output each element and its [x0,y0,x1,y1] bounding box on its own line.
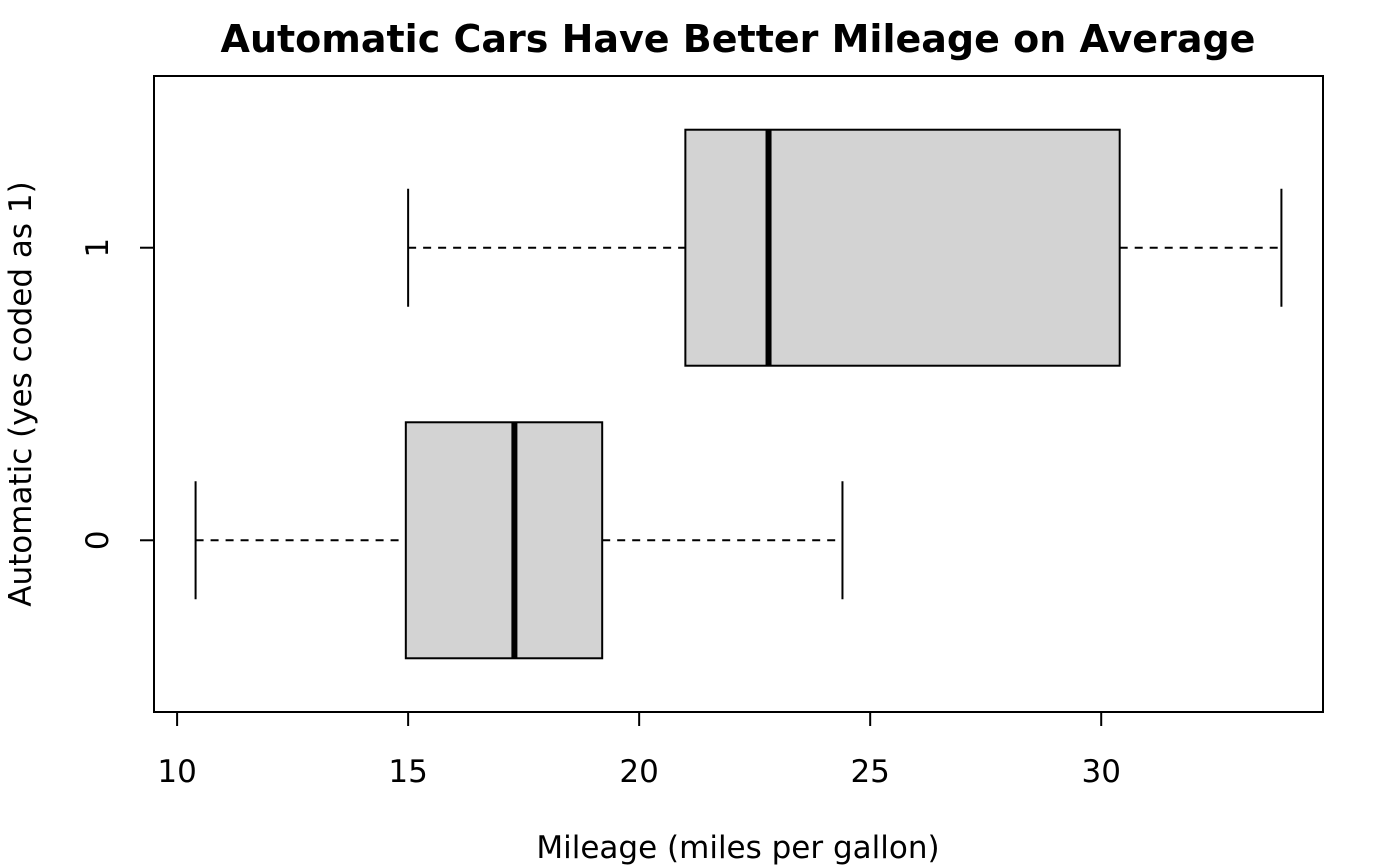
x-axis-label: Mileage (miles per gallon) [536,830,939,866]
iqr-box [684,128,1121,367]
x-tick-label: 15 [388,754,427,790]
x-axis: 10 15 20 25 30 [157,711,1121,790]
x-tick-label: 25 [850,754,889,790]
x-tick-label: 30 [1081,754,1120,790]
chart-title: Automatic Cars Have Better Mileage on Av… [221,17,1256,61]
iqr-box [404,421,604,660]
y-tick-label: 0 [80,530,116,550]
box-0 [194,421,844,660]
y-axis: 01 [80,238,155,550]
x-tick-label: 10 [157,754,196,790]
x-tick-label: 20 [619,754,658,790]
y-axis-label: Automatic (yes coded as 1) [3,181,39,606]
box-1 [407,128,1283,367]
boxes-group [194,128,1283,660]
y-tick-label: 1 [80,238,116,258]
